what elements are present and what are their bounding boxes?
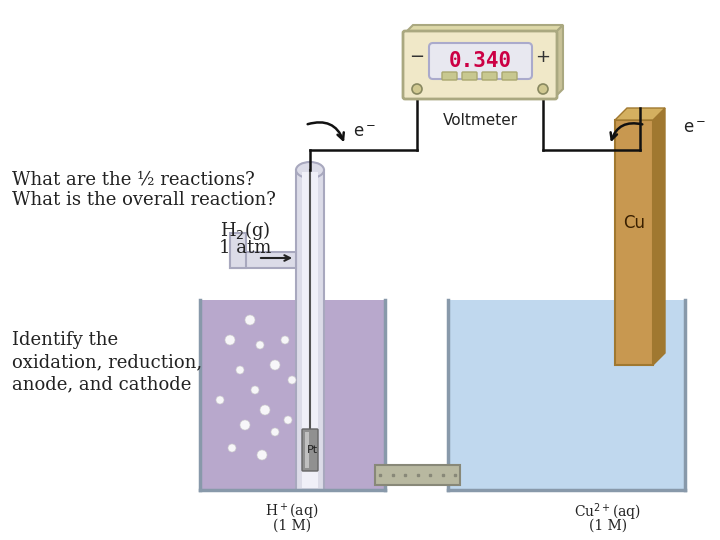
Circle shape (288, 376, 296, 384)
FancyBboxPatch shape (403, 31, 557, 99)
Text: What are the ½ reactions?: What are the ½ reactions? (12, 171, 255, 189)
Bar (448, 300, 685, 490)
Bar (230, 233, 246, 268)
Circle shape (251, 386, 259, 394)
FancyBboxPatch shape (429, 43, 532, 79)
Circle shape (245, 315, 255, 325)
Text: e$^-$: e$^-$ (354, 123, 377, 141)
FancyBboxPatch shape (302, 429, 318, 471)
Text: e$^-$: e$^-$ (683, 119, 706, 137)
Text: Identify the: Identify the (12, 331, 118, 349)
Circle shape (271, 428, 279, 436)
Circle shape (236, 366, 244, 374)
FancyBboxPatch shape (482, 72, 497, 80)
Text: oxidation, reduction,: oxidation, reduction, (12, 353, 202, 371)
Text: (1 M): (1 M) (589, 519, 627, 533)
Text: What is the overall reaction?: What is the overall reaction? (12, 191, 276, 209)
Text: −: − (410, 48, 425, 66)
Text: anode, and cathode: anode, and cathode (12, 375, 192, 393)
FancyBboxPatch shape (462, 72, 477, 80)
Text: Cu: Cu (623, 213, 645, 232)
Circle shape (412, 84, 422, 94)
Polygon shape (653, 108, 665, 365)
Circle shape (256, 341, 264, 349)
Bar (615, 120, 653, 365)
Bar (230, 252, 296, 268)
Text: Cu$^{2+}$(aq): Cu$^{2+}$(aq) (575, 501, 642, 523)
Polygon shape (615, 108, 665, 120)
Polygon shape (555, 25, 563, 97)
Bar (305, 432, 309, 468)
Text: 1 atm: 1 atm (219, 239, 271, 257)
Text: H$^+$(aq): H$^+$(aq) (265, 502, 319, 522)
Circle shape (225, 335, 235, 345)
Bar (302, 172, 318, 488)
Text: Pt: Pt (307, 445, 318, 455)
FancyArrowPatch shape (611, 123, 642, 140)
Text: Voltmeter: Voltmeter (442, 113, 518, 128)
Text: (1 M): (1 M) (273, 519, 311, 533)
Text: +: + (536, 48, 551, 66)
FancyArrowPatch shape (307, 123, 343, 140)
Circle shape (228, 444, 236, 452)
Circle shape (281, 336, 289, 344)
Circle shape (538, 84, 548, 94)
Circle shape (240, 420, 250, 430)
Text: 0.340: 0.340 (449, 51, 512, 71)
Bar (375, 465, 460, 485)
Bar (296, 170, 324, 490)
Polygon shape (405, 25, 563, 33)
FancyBboxPatch shape (442, 72, 457, 80)
FancyBboxPatch shape (502, 72, 517, 80)
Text: H$_2$(g): H$_2$(g) (220, 219, 270, 241)
Circle shape (284, 416, 292, 424)
Circle shape (216, 396, 224, 404)
Ellipse shape (296, 162, 324, 178)
Bar (200, 300, 385, 490)
Circle shape (257, 450, 267, 460)
Circle shape (260, 405, 270, 415)
Circle shape (270, 360, 280, 370)
